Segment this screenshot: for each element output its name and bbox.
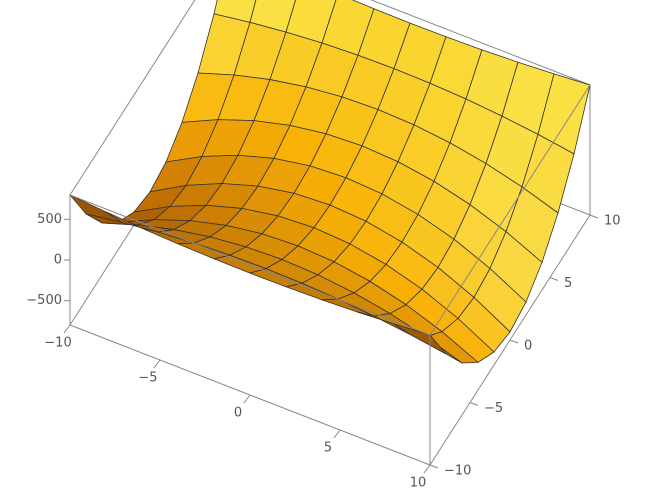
box-edge <box>429 84 591 336</box>
x-tick-label: 5 <box>324 441 332 456</box>
box-edge <box>370 0 591 86</box>
y-tick-label: −10 <box>444 464 471 479</box>
box-edge <box>69 194 431 336</box>
y-tick <box>509 339 519 344</box>
y-tick <box>469 402 479 406</box>
y-tick <box>429 464 439 469</box>
z-tick-label: 500 <box>37 212 62 227</box>
box-edge <box>69 0 196 196</box>
y-tick <box>589 214 599 219</box>
surface-patch <box>393 323 447 355</box>
x-tick <box>423 464 431 474</box>
x-tick-label: −10 <box>44 336 71 351</box>
x-tick-label: −5 <box>138 371 157 386</box>
z-tick-label: −500 <box>26 293 62 308</box>
x-tick <box>333 429 341 439</box>
x-tick <box>243 394 251 404</box>
y-tick-label: 0 <box>524 339 532 354</box>
y-tick-label: −5 <box>484 401 503 416</box>
x-tick <box>153 359 161 369</box>
x-tick <box>63 324 71 334</box>
x-tick-label: 10 <box>410 476 427 491</box>
z-tick-label: 0 <box>54 253 62 268</box>
y-tick <box>549 277 559 281</box>
y-tick-label: 10 <box>604 214 621 229</box>
x-tick-label: 0 <box>234 406 242 421</box>
y-tick-label: 5 <box>564 276 572 291</box>
